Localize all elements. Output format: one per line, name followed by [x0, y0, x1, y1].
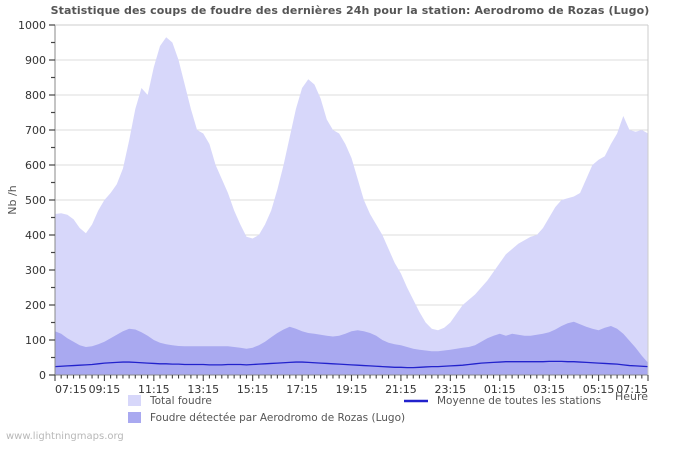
x-tick-label: 23:15: [434, 383, 466, 396]
page-title: Statistique des coups de foudre des dern…: [50, 4, 650, 17]
y-tick-label: 0: [39, 369, 46, 382]
x-axis-ticks: 07:15 09:15 11:15 13:15 15:15 17:15 19:15 21:15…: [54, 375, 649, 396]
y-tick-label: 600: [25, 159, 46, 172]
x-tick-label: 21:15: [385, 383, 417, 396]
x-tick-label: 03:15: [533, 383, 565, 396]
x-axis-title: Heure: [615, 390, 648, 403]
y-tick-label: 700: [25, 124, 46, 137]
x-tick-label: 07:15: [616, 383, 648, 396]
x-tick-label: 19:15: [336, 383, 368, 396]
x-tick-label: 13:15: [187, 383, 219, 396]
y-tick-label: 800: [25, 89, 46, 102]
watermark-link[interactable]: www.lightningmaps.org: [6, 431, 124, 442]
x-tick-label: 17:15: [286, 383, 318, 396]
y-tick-label: 300: [25, 264, 46, 277]
x-tick-label: 09:15: [89, 383, 121, 396]
y-axis-title: Nb /h: [6, 185, 19, 214]
y-tick-label: 1000: [18, 19, 46, 32]
y-tick-label: 400: [25, 229, 46, 242]
x-tick-label: 05:15: [583, 383, 615, 396]
y-axis-ticks: 0 100 200 300 400 500 600 700 800 900 1000: [18, 19, 55, 382]
y-tick-label: 200: [25, 299, 46, 312]
x-tick-label: 07:15: [55, 383, 87, 396]
y-tick-label: 100: [25, 334, 46, 347]
x-tick-label: 11:15: [138, 383, 170, 396]
series-areas: [54, 37, 649, 375]
x-tick-label: 15:15: [237, 383, 269, 396]
x-tick-label: 01:15: [484, 383, 516, 396]
y-tick-label: 900: [25, 54, 46, 67]
y-tick-label: 500: [25, 194, 46, 207]
